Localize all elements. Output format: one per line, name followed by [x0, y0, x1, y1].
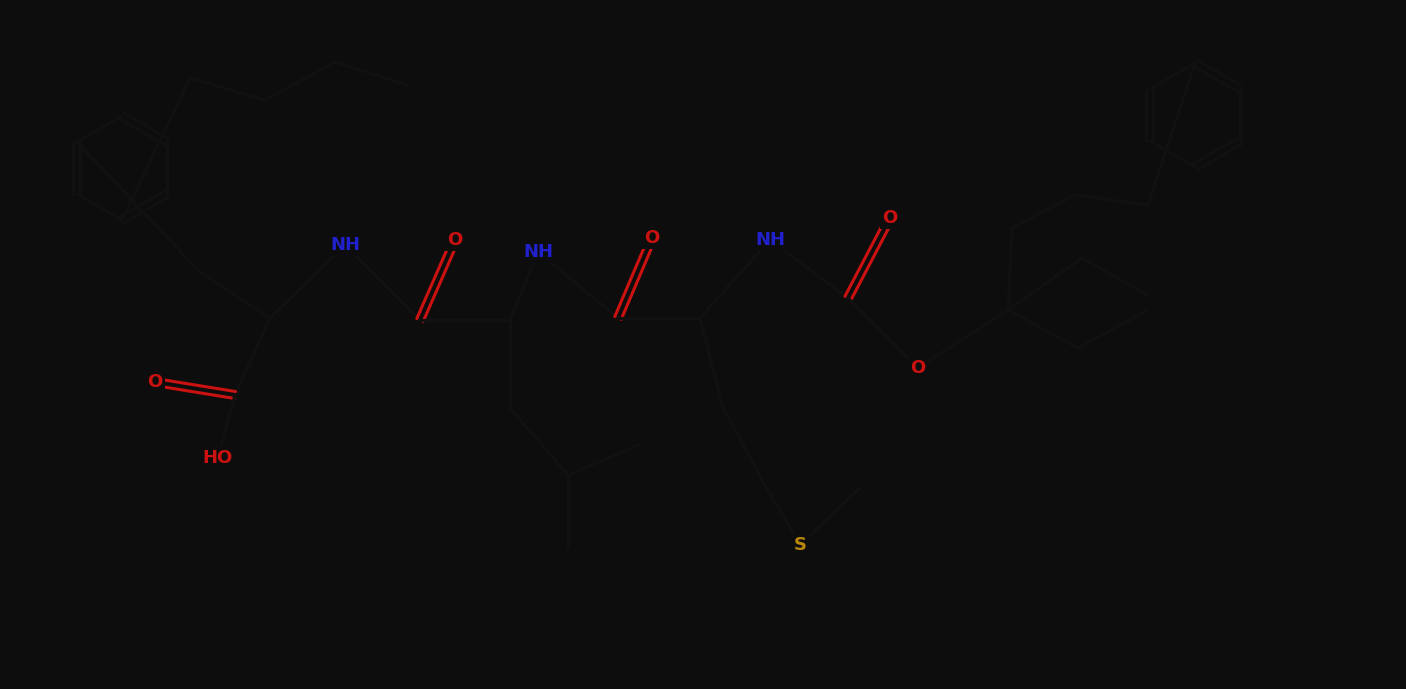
Text: NH: NH: [755, 231, 785, 249]
Text: HO: HO: [202, 449, 233, 467]
Text: O: O: [447, 231, 463, 249]
Text: NH: NH: [523, 243, 553, 261]
Text: O: O: [148, 373, 163, 391]
Text: O: O: [910, 359, 925, 377]
Text: S: S: [793, 536, 807, 554]
Text: O: O: [644, 229, 659, 247]
Text: NH: NH: [330, 236, 360, 254]
Text: O: O: [883, 209, 897, 227]
